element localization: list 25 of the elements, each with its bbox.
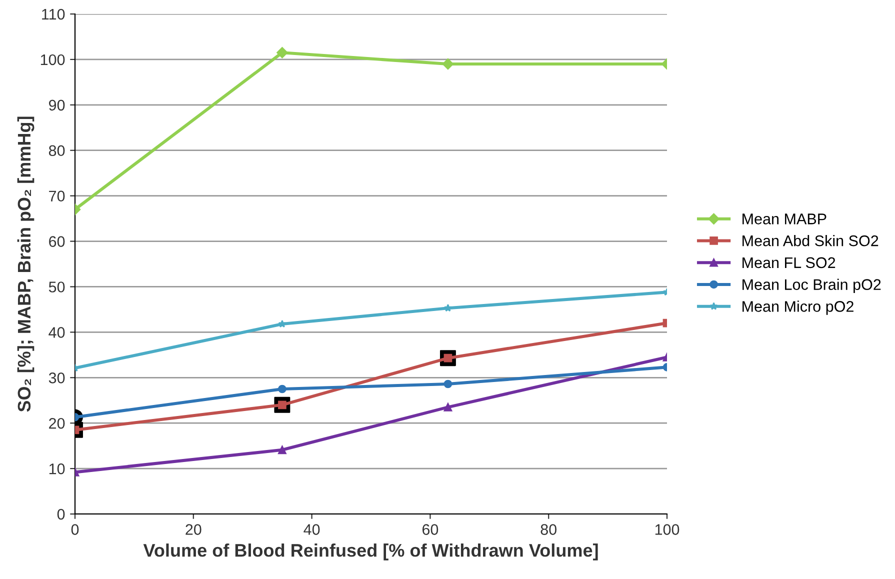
y-axis-title: SO₂ [%]; MABP, Brain pO₂ [mmHg]	[17, 116, 34, 412]
y-tick-label: 60	[49, 236, 65, 247]
x-axis-title: Volume of Blood Reinfused [% of Withdrawn Volume]	[143, 544, 598, 560]
y-tick-label: 50	[48, 282, 65, 292]
x-tick-label: 20	[186, 524, 202, 535]
y-tick-label: 90	[49, 100, 65, 111]
y-tick-label: 100	[40, 54, 65, 66]
y-tick-label: 110	[42, 8, 65, 20]
x-tick-label: 60	[422, 524, 438, 535]
x-tick-label: 100	[655, 524, 680, 535]
legend-label: Mean Loc Brain pO2	[742, 278, 881, 293]
x-tick-label: 80	[540, 524, 556, 535]
x-tick-label: 0	[71, 524, 79, 535]
legend-label: Mean Abd Skin SO2	[742, 235, 878, 246]
legend-label: Mean Micro pO2	[742, 300, 854, 315]
legend-label: Mean FL SO2	[742, 257, 836, 268]
y-tick-label: 80	[48, 145, 65, 156]
y-tick-label: 0	[57, 508, 65, 520]
x-tick-label: 40	[304, 524, 320, 535]
y-tick-label: 40	[48, 327, 65, 338]
y-tick-label: 30	[48, 372, 65, 384]
legend-label: Mean MABP	[742, 214, 826, 224]
y-tick-label: 20	[49, 418, 65, 429]
y-tick-label: 70	[49, 190, 65, 202]
y-tick-label: 10	[49, 463, 65, 474]
